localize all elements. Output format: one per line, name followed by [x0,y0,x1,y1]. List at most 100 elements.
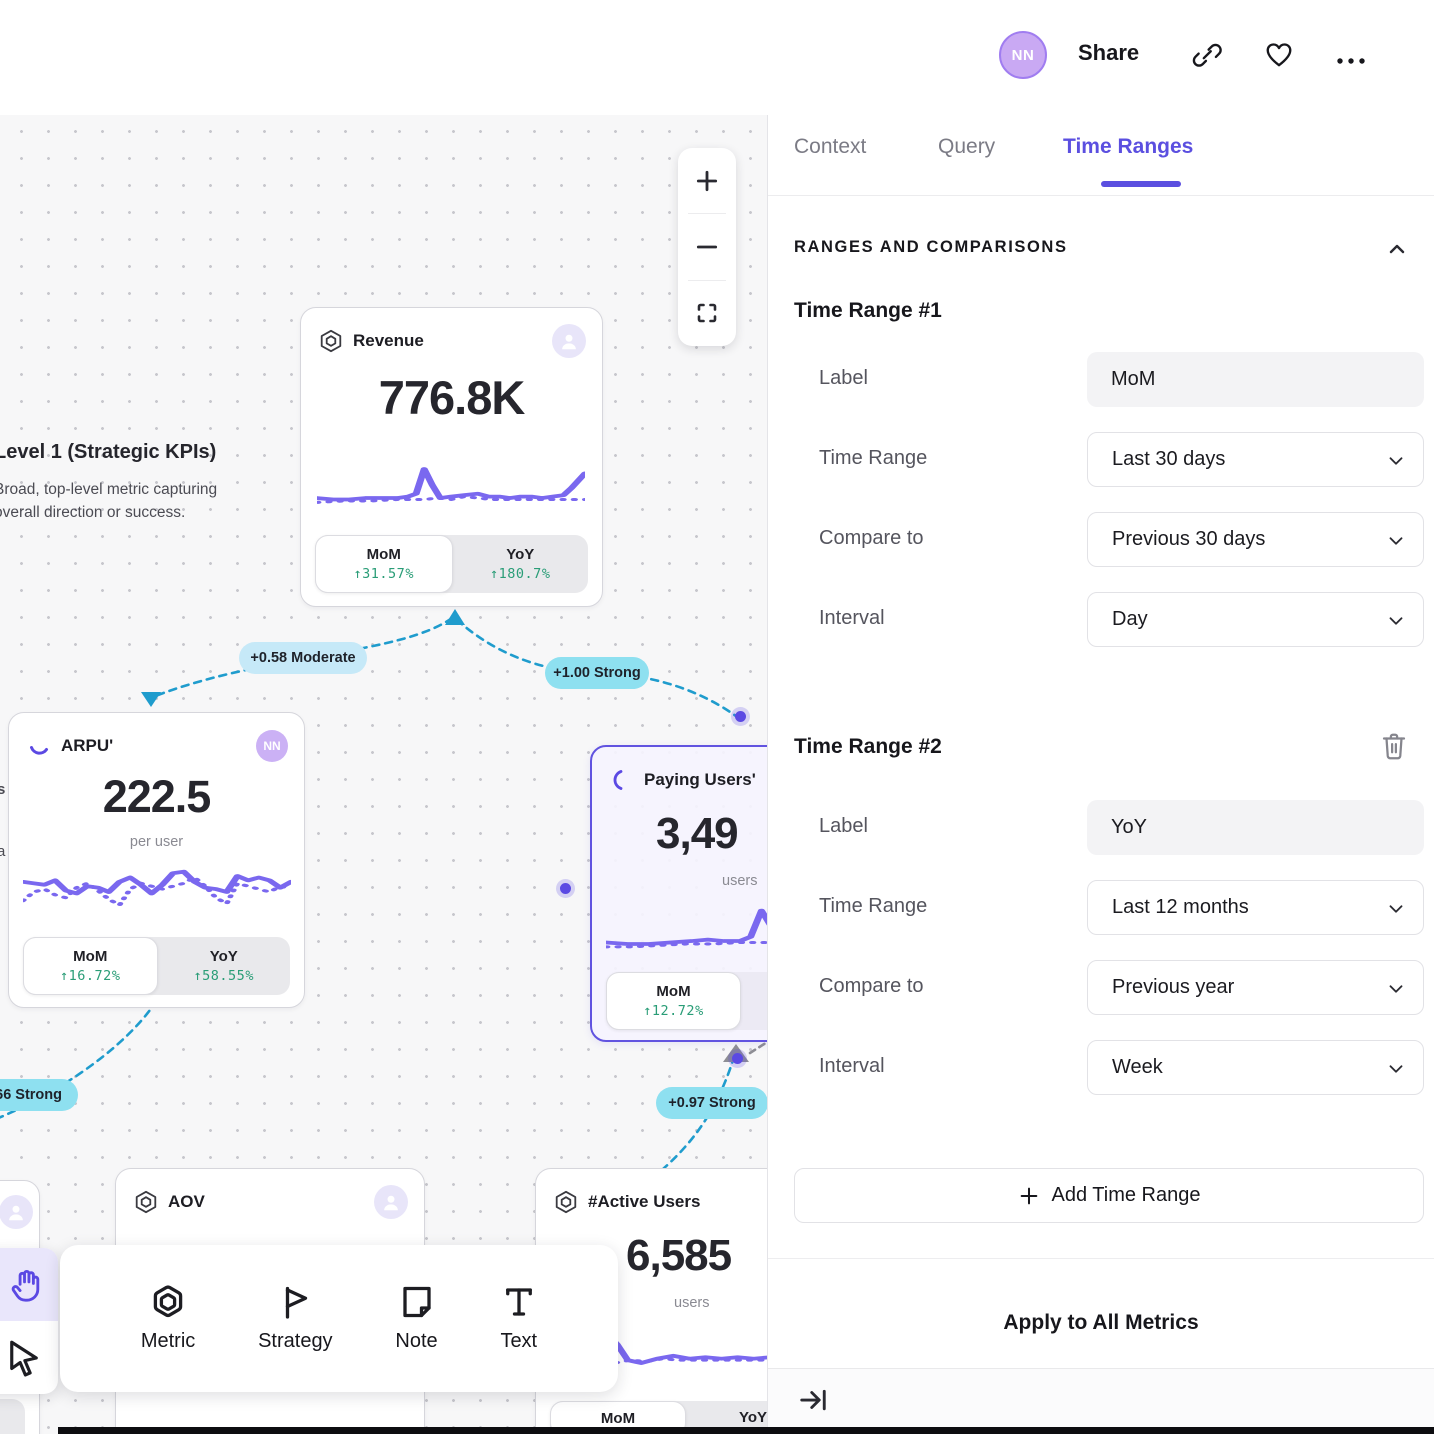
tab-query[interactable]: Query [938,135,996,158]
select-tool-button[interactable] [0,1321,58,1394]
metric-hexagon-icon [320,329,342,353]
minus-icon [696,245,718,249]
toggle-mom[interactable]: MoM ↑31.57% [315,535,453,593]
selection-handle[interactable] [732,1053,743,1064]
delete-time-range-icon[interactable] [1379,730,1409,762]
edge-label-strong[interactable]: +0.97 Strong [656,1087,767,1119]
panel-footer [768,1368,1434,1434]
card-title: #Active Users [588,1192,701,1211]
label-input[interactable]: YoY [1087,800,1424,855]
interval-select[interactable]: Day [1087,592,1424,647]
tab-context[interactable]: Context [794,135,867,158]
edge-label-strong[interactable]: +1.00 Strong [545,657,649,689]
chevron-down-icon [1389,985,1403,993]
metric-tree-canvas[interactable]: Level 1 (Strategic KPIs) Broad, top-leve… [0,115,767,1434]
compare-to-select[interactable]: Previous 30 days [1087,512,1424,567]
canvas-mode-toolbar [0,1248,58,1394]
assignee-avatar[interactable] [552,324,586,358]
link-icon[interactable] [1192,40,1222,70]
section-header[interactable]: RANGES AND COMPARISONS [794,238,1068,256]
field-label: Time Range [819,447,928,469]
metric-value: 3,49 [656,809,739,858]
toggle-yoy[interactable] [741,972,767,1030]
time-range-select[interactable]: Last 12 months [1087,880,1424,935]
add-strategy-button[interactable]: Strategy [258,1284,333,1353]
divider [768,195,1434,196]
edge-label-moderate[interactable]: +0.58 Moderate [239,642,367,674]
zoom-in-button[interactable] [678,148,736,213]
chevron-down-icon [1389,617,1403,625]
person-icon [9,1205,23,1221]
metric-hexagon-icon [135,1190,157,1214]
field-label: Label [819,815,868,837]
fullscreen-icon [697,304,717,323]
edge-arrowhead [141,692,161,707]
card-title: Revenue [353,331,424,350]
sparkline [606,908,767,949]
chevron-up-icon[interactable] [1385,237,1409,261]
screen-edge-strip [58,1427,1434,1434]
toggle-yoy[interactable]: YoY ↑58.55% [193,948,254,984]
more-options-icon[interactable] [1336,46,1366,76]
level-note-body: Broad, top-level metric capturing overal… [0,481,218,521]
metric-unit: users [722,873,758,889]
metric-card-revenue[interactable]: Revenue 776.8K MoM ↑31.57% Yo [300,307,603,607]
assignee-avatar[interactable] [374,1185,408,1219]
topbar: NN Share [0,0,1434,115]
toggle-yoy[interactable]: YoY [738,1409,767,1426]
zoom-out-button[interactable] [678,214,736,279]
metric-hexagon-icon [555,1190,577,1214]
share-button[interactable]: Share [1078,40,1140,65]
hand-icon [11,1269,40,1302]
panel-tabs: Context Query Time Ranges [768,115,1434,195]
user-avatar[interactable]: NN [999,31,1047,79]
compare-to-select[interactable]: Previous year [1087,960,1424,1015]
add-metric-button[interactable]: Metric [141,1284,195,1353]
interval-select[interactable]: Week [1087,1040,1424,1095]
field-label: Interval [819,607,885,629]
toggle-yoy[interactable]: YoY ↑180.7% [490,546,551,582]
add-text-button[interactable]: Text [500,1284,537,1353]
card-title: AOV [168,1192,205,1211]
toggle-mom[interactable]: MoM ↑12.72% [606,972,741,1030]
add-note-button[interactable]: Note [395,1284,438,1353]
time-range-select[interactable]: Last 30 days [1087,432,1424,487]
chevron-down-icon [1389,457,1403,465]
selection-handle[interactable] [560,883,571,894]
add-time-range-button[interactable]: Add Time Range [794,1168,1424,1223]
loading-spinner-icon [30,746,48,755]
metric-value: 222.5 [102,771,212,822]
cursor-icon [10,1340,38,1377]
collaborator-badge[interactable]: NN [256,730,288,762]
edge-label-strong[interactable]: 66 Strong [0,1079,78,1111]
settings-panel: Context Query Time Ranges RANGES AND COM… [767,115,1434,1434]
metric-value: 776.8K [378,371,526,424]
clipped-text-fragment: a [0,843,6,860]
loading-spinner-icon [613,770,623,790]
metric-value: 6,585 [626,1231,732,1280]
level-note[interactable]: Level 1 (Strategic KPIs) Broad, top-leve… [0,441,217,524]
clipped-text-fragment: s [0,781,6,798]
selection-handle[interactable] [735,711,746,722]
metric-card-paying-users[interactable]: Paying Users' 3,49 users MoM ↑12.72% [590,745,767,1042]
fit-view-button[interactable] [678,281,736,346]
level-note-title: Level 1 (Strategic KPIs) [0,441,217,463]
tab-time-ranges[interactable]: Time Ranges [1063,135,1194,158]
edge-arrowhead [445,609,465,625]
chevron-down-icon [1389,537,1403,545]
metric-card-arpu[interactable]: ARPU' NN 222.5 per user MoM ↑16.72% YoY … [8,712,305,1008]
plus-icon [1020,1187,1037,1204]
assignee-avatar[interactable] [0,1195,33,1229]
card-title: ARPU' [61,736,114,755]
toggle-mom[interactable]: MoM ↑16.72% [23,937,158,995]
label-input[interactable]: MoM [1087,352,1424,407]
person-icon [562,334,576,350]
time-range-2-title: Time Range #2 [794,735,942,758]
flag-icon [286,1286,308,1319]
pan-tool-button[interactable] [0,1248,58,1321]
collapse-panel-icon[interactable] [798,1385,828,1415]
active-tab-indicator [1101,181,1181,187]
apply-all-metrics-button[interactable]: Apply to All Metrics [1003,1311,1199,1334]
favorite-icon[interactable] [1264,40,1294,70]
insert-toolbar: Metric Strategy Note Text [60,1245,618,1392]
